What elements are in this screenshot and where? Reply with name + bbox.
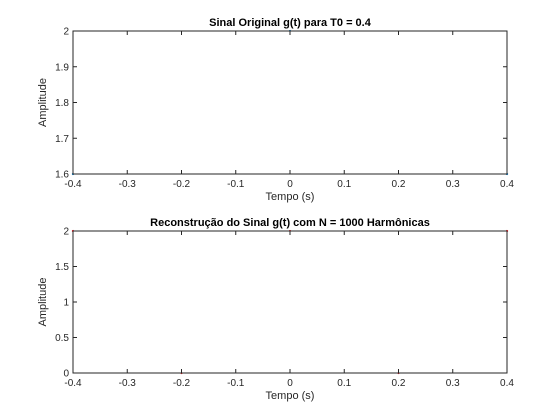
y-tick-label: 2 xyxy=(63,227,69,238)
chart-title: Sinal Original g(t) para T0 = 0.4 xyxy=(209,17,372,29)
subplot-reconstructed-signal: -0.4 -0.3 -0.2 -0.1 0 0.1 0.2 0.3 0.4 0 0.5 1 1.5 2 Re… xyxy=(37,217,514,402)
x-axis-label: Tempo (s) xyxy=(266,390,315,402)
x-tick-label: -0.1 xyxy=(227,378,245,389)
x-tick-label: -0.1 xyxy=(227,179,245,190)
x-tick-label: -0.4 xyxy=(64,378,82,389)
x-tick-label: -0.2 xyxy=(173,378,191,389)
y-tick-label: 1.6 xyxy=(55,170,69,181)
x-tick-label: 0.4 xyxy=(500,378,514,389)
x-tick-label: 0.1 xyxy=(337,378,351,389)
x-tick-label: 0.1 xyxy=(337,179,351,190)
y-axis-label: Amplitude xyxy=(37,278,49,327)
x-tick-label: 0.4 xyxy=(500,179,514,190)
y-tick-label: 1 xyxy=(63,298,69,309)
chart-title: Reconstrução do Sinal g(t) com N = 1000 … xyxy=(150,217,430,229)
y-tick-label: 0 xyxy=(63,369,69,380)
x-tick-label: -0.4 xyxy=(64,179,82,190)
y-tick-label: 0.5 xyxy=(55,333,69,344)
axes-box xyxy=(72,30,508,175)
y-tick-label: 1.5 xyxy=(55,262,69,273)
x-tick-label: -0.3 xyxy=(119,179,137,190)
subplot-original-signal: -0.4 -0.3 -0.2 -0.1 0 0.1 0.2 0.3 0.4 1.6 1.7 1.8 1.… xyxy=(37,17,514,203)
x-tick-label: 0.3 xyxy=(446,378,460,389)
y-tick-label: 2 xyxy=(63,27,69,38)
x-tick-label: 0 xyxy=(287,378,293,389)
x-tick-label: 0.2 xyxy=(392,378,406,389)
x-tick-label: 0.2 xyxy=(392,179,406,190)
y-axis-label: Amplitude xyxy=(37,78,49,127)
x-tick-label: 0 xyxy=(287,179,293,190)
y-tick-label: 1.9 xyxy=(55,62,69,73)
x-axis-label: Tempo (s) xyxy=(266,191,315,203)
x-tick-label: -0.3 xyxy=(119,378,137,389)
x-tick-label: -0.2 xyxy=(173,179,191,190)
x-tick-label: 0.3 xyxy=(446,179,460,190)
axes-box xyxy=(72,230,508,374)
y-tick-label: 1.8 xyxy=(55,98,69,109)
y-tick-label: 1.7 xyxy=(55,134,69,145)
